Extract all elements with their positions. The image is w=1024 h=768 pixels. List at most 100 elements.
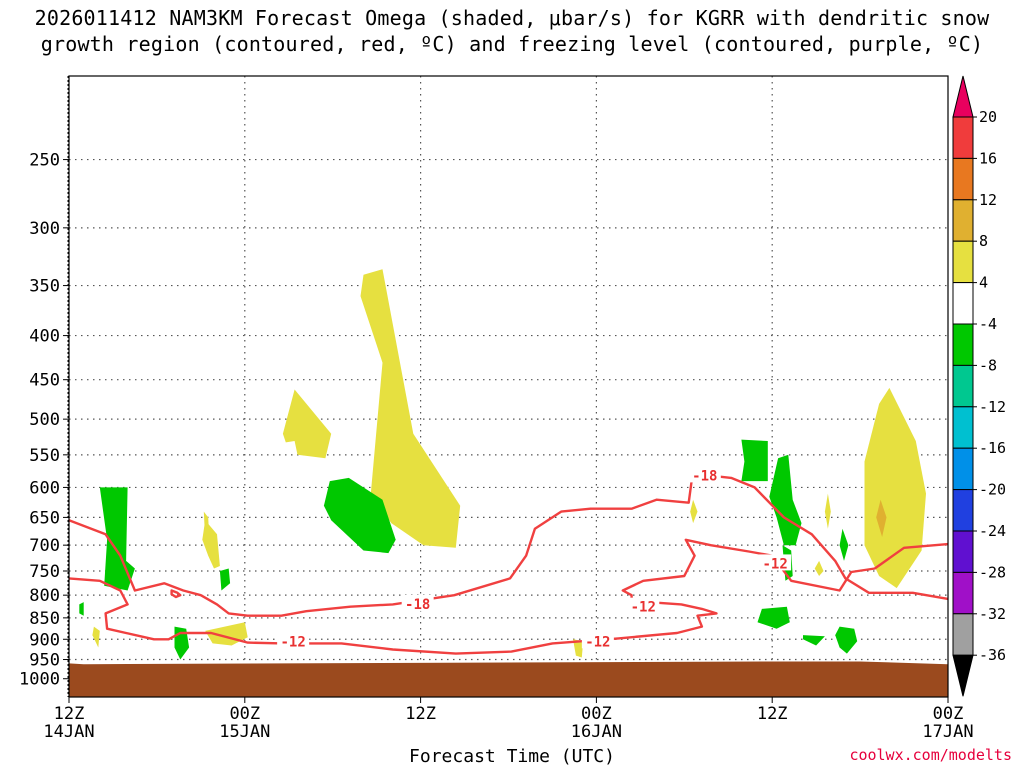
y-tick-label: 750 bbox=[29, 562, 60, 582]
contour-label: -12 bbox=[762, 556, 787, 572]
x-tick-date-label: 17JAN bbox=[922, 722, 973, 740]
dgz-contour-line bbox=[170, 589, 182, 599]
omega-rising-region bbox=[814, 560, 824, 576]
x-tick-label: 12Z bbox=[757, 704, 788, 724]
colorbar-label: -24 bbox=[979, 522, 1006, 540]
colorbar-swatch bbox=[952, 157, 974, 201]
omega-sinking-region bbox=[219, 568, 231, 591]
colorbar-swatch bbox=[952, 240, 974, 284]
colorbar-label: -20 bbox=[979, 481, 1006, 499]
y-tick-label: 350 bbox=[29, 277, 60, 297]
y-tick-label: 850 bbox=[29, 609, 60, 629]
omega-rising-region bbox=[864, 387, 926, 589]
y-tick-label: 650 bbox=[29, 508, 60, 528]
y-tick-label: 450 bbox=[29, 371, 60, 391]
y-tick-label: 1000 bbox=[19, 670, 60, 690]
colorbar-label: -8 bbox=[979, 356, 997, 374]
contour-label-bg bbox=[627, 597, 660, 614]
contour-label: -12 bbox=[631, 600, 656, 616]
colorbar-swatch bbox=[952, 571, 974, 615]
contour-label-bg bbox=[581, 632, 614, 649]
omega-rising-region bbox=[573, 639, 584, 658]
colorbar-label: 12 bbox=[979, 191, 997, 209]
contour-label: -12 bbox=[585, 634, 610, 650]
colorbar-top-triangle bbox=[952, 75, 974, 118]
omega-rising-region bbox=[92, 626, 100, 648]
colorbar-swatch bbox=[952, 613, 974, 656]
x-tick-date-label: 15JAN bbox=[219, 722, 270, 740]
x-tick-date-label: 14JAN bbox=[43, 722, 94, 740]
omega-sinking-region bbox=[839, 528, 849, 561]
y-tick-label: 900 bbox=[29, 630, 60, 650]
chart-canvas: -18 -18 -12 -12 -12 -12 250 300 350 400 450 500 550… bbox=[19, 75, 1006, 740]
x-tick-label: 00Z bbox=[229, 704, 260, 724]
omega-sinking-region bbox=[741, 439, 768, 482]
contour-label: -12 bbox=[280, 634, 305, 650]
axes-layer: 2503003504004505005506006507007508008509… bbox=[19, 75, 974, 740]
credit-text[interactable]: coolwx.com/modelts bbox=[849, 746, 1012, 764]
plot-frame bbox=[68, 75, 949, 698]
y-tick-label: 250 bbox=[29, 151, 60, 171]
colorbar-swatch bbox=[952, 364, 974, 408]
contour-label: -18 bbox=[692, 468, 717, 484]
colorbar: 20 16 12 8 4 -4 -8 -12 -16 -20 -24 -28 -32 -36 bbox=[952, 75, 1006, 697]
plot-background bbox=[69, 76, 948, 697]
y-tick-label: 400 bbox=[29, 327, 60, 347]
colorbar-swatch bbox=[952, 199, 974, 242]
colorbar-label: -4 bbox=[979, 315, 997, 333]
omega-rising-region bbox=[876, 499, 887, 537]
x-axis-label: Forecast Time (UTC) bbox=[409, 746, 615, 767]
colorbar-bottom-triangle bbox=[952, 654, 974, 697]
omega-sinking-region bbox=[79, 602, 84, 616]
omega-rising-region bbox=[360, 269, 461, 548]
y-tick-label: 550 bbox=[29, 446, 60, 466]
colorbar-swatch bbox=[952, 282, 974, 325]
contour-label-bg bbox=[277, 632, 310, 649]
y-tick-label: 950 bbox=[29, 651, 60, 671]
colorbar-swatch bbox=[952, 489, 974, 532]
x-tick-date-label: 16JAN bbox=[571, 722, 622, 740]
omega-rising-region bbox=[203, 511, 210, 546]
colorbar-label: -32 bbox=[979, 605, 1006, 623]
colorbar-label: 16 bbox=[979, 149, 997, 167]
dgz-contour-line bbox=[68, 473, 949, 617]
colorbar-swatch bbox=[952, 406, 974, 449]
omega-rising-region bbox=[824, 493, 831, 529]
dgz-contour-line bbox=[68, 538, 949, 655]
colorbar-label: -36 bbox=[979, 646, 1006, 664]
ground-layer bbox=[69, 661, 948, 697]
omega-sinking-region bbox=[323, 477, 396, 554]
x-tick-label: 12Z bbox=[54, 704, 85, 724]
colorbar-label: 8 bbox=[979, 232, 988, 250]
x-tick-label: 00Z bbox=[933, 704, 964, 724]
colorbar-swatch bbox=[952, 116, 974, 159]
colorbar-label: -12 bbox=[979, 398, 1006, 416]
omega-sinking-region bbox=[835, 626, 858, 654]
colorbar-swatch bbox=[952, 530, 974, 573]
contour-label-bg bbox=[401, 594, 434, 611]
y-tick-label: 700 bbox=[29, 536, 60, 556]
x-tick-label: 00Z bbox=[581, 704, 612, 724]
colorbar-label: 4 bbox=[979, 274, 988, 292]
plot-area bbox=[69, 76, 948, 697]
chart-title-line-1: 2026011412 NAM3KM Forecast Omega (shaded… bbox=[34, 6, 990, 30]
colorbar-label: -16 bbox=[979, 439, 1006, 457]
y-tick-label: 800 bbox=[29, 586, 60, 606]
colorbar-swatch bbox=[952, 447, 974, 491]
ground-surface bbox=[69, 661, 948, 697]
colorbar-label: -28 bbox=[979, 563, 1006, 581]
omega-sinking-region bbox=[757, 606, 790, 629]
contour-label: -18 bbox=[405, 597, 430, 613]
dgz-contour-layer: -18 -18 -12 -12 -12 -12 bbox=[68, 466, 949, 655]
omega-rising-region bbox=[282, 389, 332, 459]
y-tick-label: 300 bbox=[29, 219, 60, 239]
contour-label-bg bbox=[759, 554, 792, 571]
contour-label-bg bbox=[688, 466, 721, 483]
y-tick-label: 600 bbox=[29, 478, 60, 498]
colorbar-label: 20 bbox=[979, 108, 997, 126]
omega-rising-region bbox=[690, 499, 698, 524]
omega-shading-layer bbox=[79, 269, 926, 660]
omega-sinking-region bbox=[99, 487, 135, 591]
y-tick-label: 500 bbox=[29, 410, 60, 430]
omega-sinking-region bbox=[803, 635, 825, 646]
